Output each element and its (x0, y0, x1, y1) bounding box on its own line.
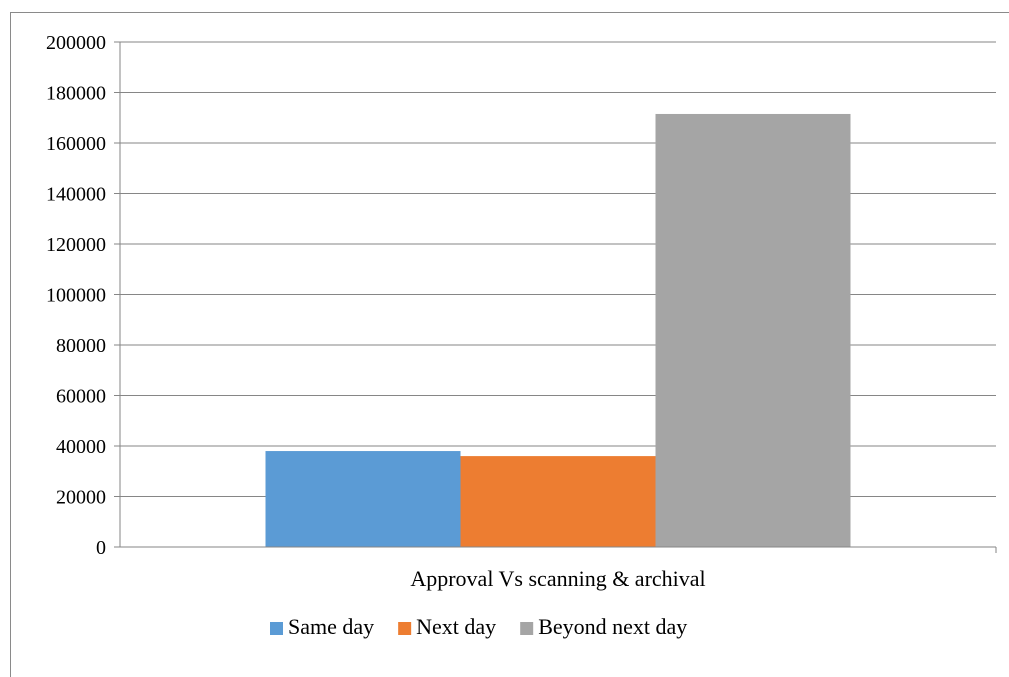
legend-label: Beyond next day (538, 614, 687, 639)
y-tick-label: 0 (96, 537, 106, 559)
y-tick-label: 120000 (46, 234, 106, 256)
y-tick-label: 160000 (46, 133, 106, 155)
bars (265, 113, 851, 548)
y-tick-label: 80000 (56, 335, 106, 357)
y-tick-label: 60000 (56, 386, 106, 408)
y-tick-label: 180000 (46, 83, 106, 105)
legend-swatch (270, 622, 283, 635)
x-axis: Approval Vs scanning & archival (119, 42, 997, 591)
x-category-label: Approval Vs scanning & archival (410, 566, 705, 591)
y-tick-label: 140000 (46, 184, 106, 206)
y-axis-ticks: 0 20000 40000 60000 80000 100000 120000 140000 1… (46, 32, 120, 559)
legend-label: Next day (416, 614, 496, 639)
y-tick-label: 100000 (46, 285, 106, 307)
bar-next-day (460, 456, 656, 547)
y-tick-label: 40000 (56, 436, 106, 458)
chart-frame (10, 12, 1009, 677)
legend: Same day Next day Beyond next day (270, 614, 687, 639)
legend-swatch (520, 622, 534, 635)
legend-swatch (398, 622, 412, 635)
bar-beyond-next-day (655, 113, 851, 548)
y-tick-label: 20000 (56, 487, 106, 509)
gridlines (120, 41, 996, 497)
bar-same-day (265, 451, 461, 547)
legend-label: Same day (288, 614, 374, 639)
y-tick-label: 200000 (46, 32, 106, 54)
